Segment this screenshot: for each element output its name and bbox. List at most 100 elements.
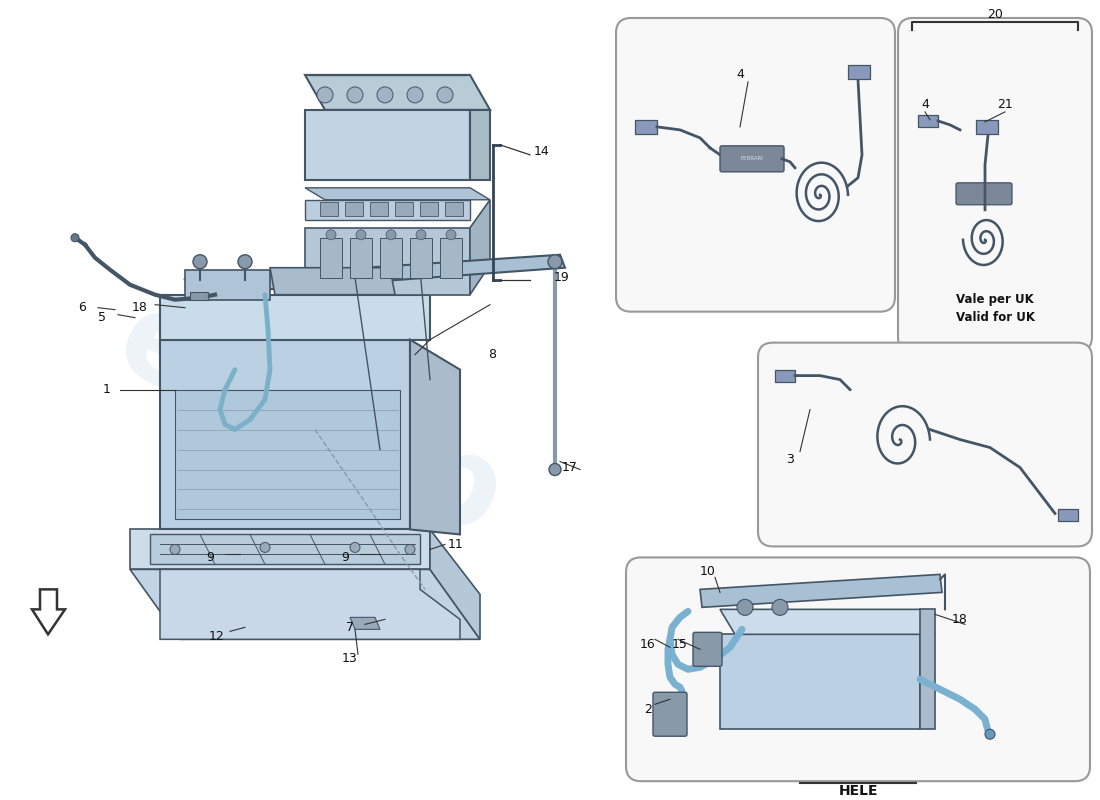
Text: 18: 18 xyxy=(132,301,147,314)
Bar xyxy=(848,65,870,79)
Polygon shape xyxy=(410,340,460,534)
Circle shape xyxy=(405,545,415,554)
Polygon shape xyxy=(700,574,942,607)
Circle shape xyxy=(446,230,456,240)
Circle shape xyxy=(170,545,180,554)
Bar xyxy=(976,120,998,134)
Circle shape xyxy=(238,254,252,269)
Bar xyxy=(345,202,363,216)
Text: 5: 5 xyxy=(98,311,106,324)
Text: europ: europ xyxy=(98,278,521,561)
Text: 7: 7 xyxy=(346,621,354,634)
FancyBboxPatch shape xyxy=(693,632,722,666)
Text: 16: 16 xyxy=(640,638,656,651)
Bar xyxy=(440,238,462,278)
FancyBboxPatch shape xyxy=(956,183,1012,205)
Polygon shape xyxy=(185,270,270,300)
Bar xyxy=(410,238,432,278)
Text: 11: 11 xyxy=(448,538,464,551)
Polygon shape xyxy=(305,110,470,180)
Polygon shape xyxy=(175,390,400,519)
Text: HELE: HELE xyxy=(838,784,878,798)
Polygon shape xyxy=(160,570,460,639)
Circle shape xyxy=(260,542,270,553)
Text: 6: 6 xyxy=(78,301,86,314)
Polygon shape xyxy=(160,294,430,340)
Polygon shape xyxy=(305,188,490,200)
Polygon shape xyxy=(470,110,490,180)
Circle shape xyxy=(548,254,562,269)
Text: 20: 20 xyxy=(987,9,1003,22)
Polygon shape xyxy=(130,570,480,639)
Polygon shape xyxy=(305,75,490,110)
Circle shape xyxy=(737,599,754,615)
FancyBboxPatch shape xyxy=(626,558,1090,781)
FancyBboxPatch shape xyxy=(898,18,1092,352)
Text: Valid for UK: Valid for UK xyxy=(956,311,1034,324)
Circle shape xyxy=(326,230,336,240)
Polygon shape xyxy=(185,254,565,294)
Text: 8: 8 xyxy=(488,348,496,361)
Bar xyxy=(635,120,657,134)
Circle shape xyxy=(192,254,207,269)
Polygon shape xyxy=(720,634,920,730)
Polygon shape xyxy=(160,340,410,530)
Text: 19: 19 xyxy=(554,271,570,284)
Polygon shape xyxy=(720,610,935,634)
FancyBboxPatch shape xyxy=(616,18,895,312)
Bar xyxy=(320,202,338,216)
Polygon shape xyxy=(150,534,420,565)
Text: FERRARI: FERRARI xyxy=(740,156,763,162)
Text: 18: 18 xyxy=(953,613,968,626)
Text: 4: 4 xyxy=(921,98,928,111)
Circle shape xyxy=(437,87,453,103)
Text: 1: 1 xyxy=(103,383,111,396)
Circle shape xyxy=(350,542,360,553)
Circle shape xyxy=(416,230,426,240)
Circle shape xyxy=(386,230,396,240)
Text: Vale per UK: Vale per UK xyxy=(956,293,1034,306)
Circle shape xyxy=(377,87,393,103)
Bar xyxy=(446,202,463,216)
Text: 9: 9 xyxy=(206,551,213,564)
FancyBboxPatch shape xyxy=(720,146,784,172)
Text: 9: 9 xyxy=(341,551,349,564)
Text: 2: 2 xyxy=(645,702,652,716)
Circle shape xyxy=(72,234,79,242)
Text: 12: 12 xyxy=(209,630,224,643)
Polygon shape xyxy=(920,610,935,730)
Bar xyxy=(1058,510,1078,522)
Circle shape xyxy=(317,87,333,103)
Polygon shape xyxy=(305,200,470,220)
Text: 3: 3 xyxy=(786,453,794,466)
Polygon shape xyxy=(350,618,380,630)
Polygon shape xyxy=(470,200,490,294)
Polygon shape xyxy=(270,268,395,294)
Text: a leader for parts since 1985: a leader for parts since 1985 xyxy=(183,461,437,558)
Text: 13: 13 xyxy=(342,652,358,665)
Text: 4: 4 xyxy=(736,69,744,82)
Text: 17: 17 xyxy=(562,461,578,474)
FancyBboxPatch shape xyxy=(758,342,1092,546)
Circle shape xyxy=(984,730,996,739)
Bar xyxy=(350,238,372,278)
Text: 14: 14 xyxy=(535,146,550,158)
Bar xyxy=(918,115,938,127)
Bar xyxy=(190,292,208,300)
Circle shape xyxy=(549,463,561,475)
Text: 10: 10 xyxy=(700,565,716,578)
Bar xyxy=(395,202,412,216)
Bar xyxy=(379,238,401,278)
Circle shape xyxy=(407,87,424,103)
Polygon shape xyxy=(430,530,480,639)
FancyBboxPatch shape xyxy=(653,692,688,736)
Bar xyxy=(320,238,342,278)
Bar xyxy=(420,202,438,216)
Bar xyxy=(776,370,795,382)
Polygon shape xyxy=(32,590,65,634)
Circle shape xyxy=(356,230,366,240)
Polygon shape xyxy=(130,530,430,570)
Text: 15: 15 xyxy=(672,638,688,651)
Circle shape xyxy=(346,87,363,103)
Circle shape xyxy=(772,599,788,615)
